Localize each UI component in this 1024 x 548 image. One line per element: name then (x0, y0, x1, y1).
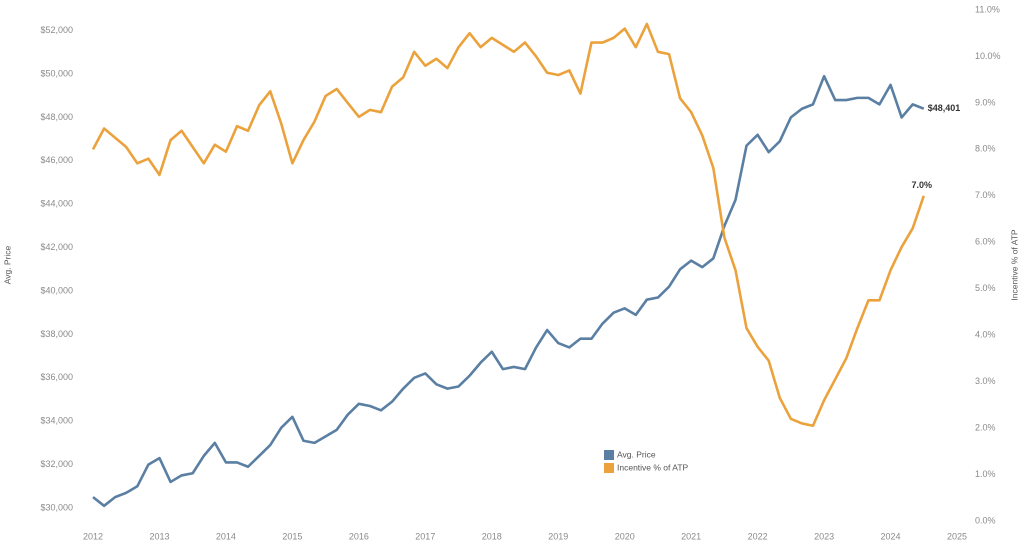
x-tick-label: 2025 (947, 531, 967, 541)
end-label: 7.0% (912, 180, 933, 190)
y-tick-label: $36,000 (40, 372, 73, 382)
x-tick-label: 2015 (282, 531, 302, 541)
y2-tick-label: 5.0% (975, 283, 996, 293)
y-tick-label: $34,000 (40, 416, 73, 426)
y2-tick-label: 7.0% (975, 190, 996, 200)
y2-tick-label: 1.0% (975, 469, 996, 479)
y-tick-label: $32,000 (40, 459, 73, 469)
legend-label: Incentive % of ATP (617, 462, 689, 472)
legend-swatch (604, 463, 614, 473)
x-tick-label: 2014 (216, 531, 236, 541)
y-tick-label: $46,000 (40, 155, 73, 165)
series-line (91, 22, 926, 428)
y-tick-label: $50,000 (40, 68, 73, 78)
y-tick-label: $44,000 (40, 199, 73, 209)
y-axis-label: Avg. Price (2, 245, 12, 284)
x-tick-label: 2020 (615, 531, 635, 541)
y2-tick-label: 10.0% (975, 51, 1001, 61)
x-tick-label: 2018 (482, 531, 502, 541)
x-tick-label: 2013 (149, 531, 169, 541)
y2-tick-label: 3.0% (975, 376, 996, 386)
y2-tick-label: 6.0% (975, 237, 996, 247)
x-tick-label: 2019 (548, 531, 568, 541)
y-tick-label: $42,000 (40, 242, 73, 252)
x-tick-label: 2016 (349, 531, 369, 541)
y-tick-label: $40,000 (40, 285, 73, 295)
y2-tick-label: 4.0% (975, 330, 996, 340)
x-tick-label: 2023 (814, 531, 834, 541)
y2-tick-label: 11.0% (975, 4, 1000, 14)
y-tick-label: $30,000 (40, 502, 73, 512)
x-tick-label: 2012 (83, 531, 103, 541)
y2-tick-label: 2.0% (975, 422, 996, 432)
x-tick-label: 2022 (748, 531, 768, 541)
legend-label: Avg. Price (617, 449, 656, 459)
y2-axis-label: Incentive % of ATP (1009, 229, 1019, 301)
series-line (92, 74, 925, 508)
y2-tick-label: 9.0% (975, 97, 996, 107)
x-tick-label: 2017 (415, 531, 435, 541)
x-tick-label: 2021 (681, 531, 701, 541)
y2-tick-label: 0.0% (975, 515, 996, 525)
y2-tick-label: 8.0% (975, 144, 996, 154)
end-label: $48,401 (928, 103, 961, 113)
y-tick-label: $38,000 (40, 329, 73, 339)
legend-swatch (604, 450, 614, 460)
y-tick-label: $52,000 (40, 25, 73, 35)
y-tick-label: $48,000 (40, 112, 73, 122)
x-tick-label: 2024 (881, 531, 901, 541)
